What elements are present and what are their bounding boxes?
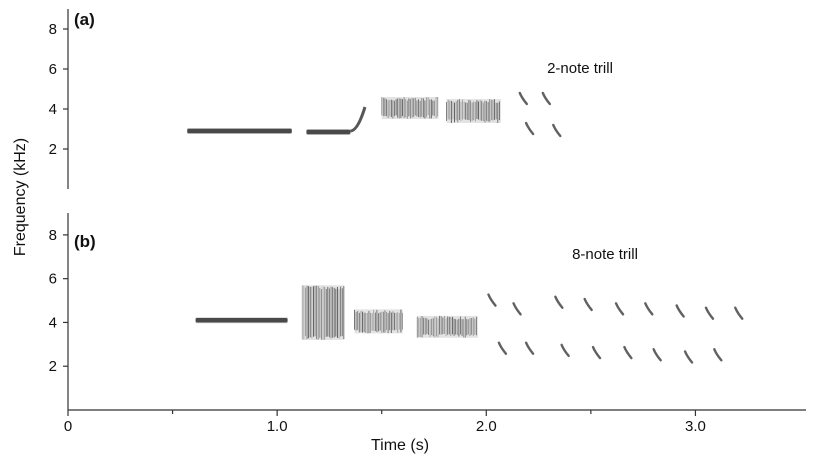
y-tick-label: 4 bbox=[49, 314, 57, 331]
trill-band bbox=[381, 97, 439, 119]
trill-note bbox=[652, 348, 662, 362]
panel-annotation-a: 2-note trill bbox=[547, 60, 613, 77]
panel-b-marks bbox=[195, 285, 744, 364]
trill-note bbox=[644, 302, 654, 316]
trill-note bbox=[683, 350, 694, 364]
trill-note bbox=[497, 341, 508, 355]
trill-note bbox=[623, 345, 633, 360]
trill-note bbox=[704, 306, 715, 320]
y-tick-label: 4 bbox=[49, 101, 57, 118]
trill-note bbox=[560, 343, 570, 358]
axes bbox=[63, 9, 806, 416]
y-tick-label: 2 bbox=[49, 141, 57, 158]
y-tick-label: 6 bbox=[49, 61, 57, 78]
panel-label-b: (b) bbox=[74, 232, 96, 251]
upsweep-segment bbox=[350, 106, 367, 133]
tone-segment bbox=[306, 129, 351, 135]
y-tick-label: 2 bbox=[49, 358, 57, 375]
panel-label-a: (a) bbox=[74, 10, 95, 29]
trill-note bbox=[524, 341, 535, 355]
trill-note bbox=[524, 121, 535, 136]
panel-annotation-b: 8-note trill bbox=[572, 246, 638, 263]
spectrogram-marks bbox=[187, 91, 744, 364]
trill-note bbox=[518, 91, 529, 106]
trill-note bbox=[591, 345, 602, 360]
trill-note bbox=[541, 91, 552, 106]
x-axis-title: Time (s) bbox=[371, 437, 429, 454]
panel-a-marks bbox=[187, 91, 562, 138]
y-tick-label: 8 bbox=[49, 227, 57, 244]
trill-note bbox=[614, 302, 625, 316]
x-tick-label: 1.0 bbox=[267, 418, 288, 435]
trill-note bbox=[552, 123, 562, 138]
tone-segment bbox=[195, 318, 288, 323]
trill-band bbox=[416, 315, 478, 338]
y-tick-label: 6 bbox=[49, 271, 57, 288]
trill-note bbox=[554, 295, 564, 309]
x-tick-label: 3.0 bbox=[685, 418, 706, 435]
y-tick-label: 8 bbox=[49, 21, 57, 38]
trill-note bbox=[734, 306, 744, 320]
trill-band bbox=[301, 285, 345, 340]
text-layer: Frequency (kHz) Time (s) 2 4 6 8 (a) 2-note t… bbox=[12, 10, 706, 454]
tone-segment bbox=[187, 128, 292, 134]
x-tick-label: 2.0 bbox=[476, 418, 497, 435]
trill-note bbox=[713, 348, 723, 362]
trill-note bbox=[583, 297, 593, 312]
trill-note bbox=[487, 293, 497, 307]
trill-band bbox=[446, 99, 501, 123]
trill-note bbox=[675, 304, 685, 318]
trill-band bbox=[354, 309, 403, 334]
x-tick-label: 0 bbox=[64, 418, 72, 435]
y-axis-title: Frequency (kHz) bbox=[12, 138, 29, 256]
trill-note bbox=[512, 302, 522, 316]
